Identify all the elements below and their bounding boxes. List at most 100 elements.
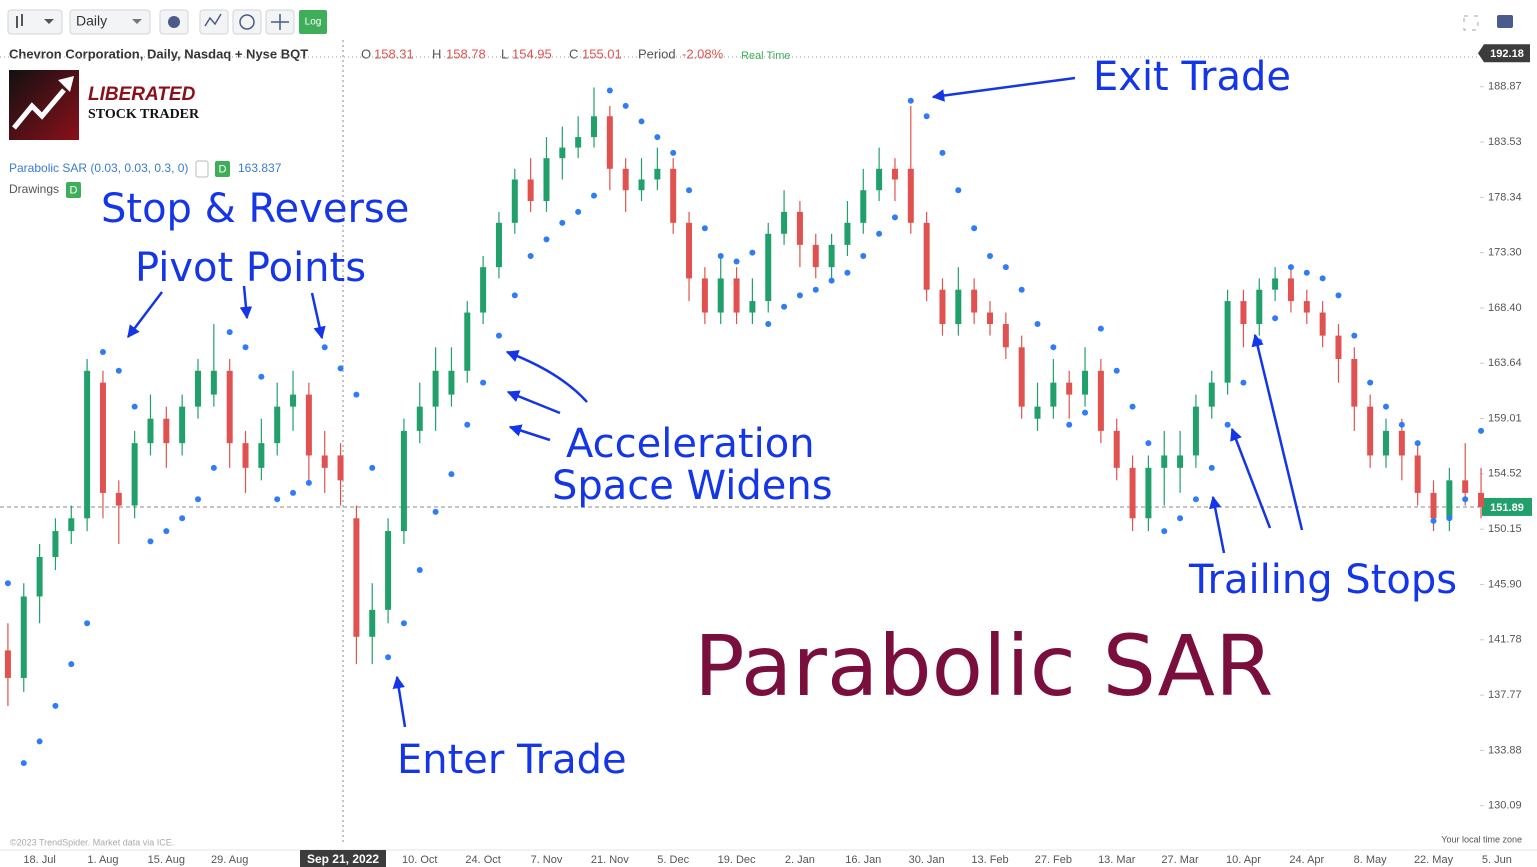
- interval-select[interactable]: [69, 9, 151, 35]
- ohlc-value: 158.78: [446, 46, 486, 61]
- icon: [44, 19, 54, 24]
- sar-dot: [796, 292, 803, 299]
- big-title: Parabolic SAR: [694, 617, 1273, 715]
- icon: [16, 14, 23, 28]
- y-tick-label: 168.40: [1488, 302, 1522, 314]
- candle-body: [99, 382, 106, 493]
- sar-dot: [131, 403, 138, 410]
- x-tick-label: 24. Oct: [465, 854, 500, 866]
- x-tick-label: 10. Oct: [402, 854, 437, 866]
- candle-body: [337, 455, 344, 481]
- ohlc-value: 154.95: [512, 46, 552, 61]
- annotation: Stop & Reverse: [101, 186, 409, 232]
- candle-body: [907, 168, 914, 223]
- sar-dot: [99, 348, 106, 355]
- y-tick-label: 188.87: [1488, 81, 1522, 93]
- credit: ©2023 TrendSpider. Market data via ICE.: [10, 837, 174, 847]
- candle-body: [1303, 301, 1310, 313]
- sar-dot: [52, 702, 59, 709]
- candle-body: [20, 596, 27, 678]
- candle-body: [4, 650, 11, 678]
- y-tick-label: 159.01: [1488, 413, 1522, 425]
- sar-dot: [987, 252, 993, 259]
- arrow: [1230, 427, 1272, 529]
- candle-body: [147, 418, 154, 444]
- candle-body: [495, 222, 502, 268]
- sar-dot: [1050, 344, 1057, 351]
- x-tick-label: 27. Feb: [1035, 854, 1072, 866]
- candle-body: [1414, 455, 1421, 493]
- icon: [204, 13, 222, 27]
- fullscreen-button[interactable]: [1463, 15, 1479, 31]
- badge[interactable]: [215, 161, 230, 177]
- sar-dot: [907, 97, 914, 104]
- candle-body: [1082, 370, 1089, 395]
- logo-text: LIBERATED: [88, 84, 196, 105]
- candle-body: [1192, 406, 1199, 456]
- camera-button[interactable]: [1497, 15, 1513, 28]
- sar-dot: [1066, 421, 1073, 428]
- x-tick-label: 15. Aug: [148, 854, 185, 866]
- candle-body: [733, 278, 740, 313]
- x-tick-label: 27. Mar: [1161, 854, 1199, 866]
- sar-dot: [1303, 269, 1310, 276]
- time-button[interactable]: [232, 9, 262, 35]
- log-button[interactable]: [299, 10, 327, 34]
- sar-dot: [400, 620, 407, 627]
- y-tick-label: 150.15: [1488, 523, 1522, 535]
- sar-dot: [1240, 379, 1247, 386]
- candle-body: [1224, 301, 1231, 383]
- indicator-value: 163.837: [238, 161, 282, 175]
- sar-dot: [765, 321, 772, 328]
- indicator-name[interactable]: Parabolic SAR (0.03, 0.03, 0.3, 0): [9, 161, 188, 175]
- candle-body: [527, 179, 534, 202]
- sar-dot: [527, 252, 534, 259]
- price-tag: [1482, 497, 1532, 516]
- candle-body: [971, 289, 978, 313]
- sar-dot: [1478, 427, 1485, 434]
- sar-dot: [242, 344, 249, 351]
- y-tick-label: 141.78: [1488, 634, 1522, 646]
- candle-body: [1398, 430, 1405, 456]
- candle-body: [290, 394, 297, 407]
- menu-button[interactable]: [195, 160, 209, 178]
- x-tick-label: 22. May: [1414, 854, 1454, 866]
- candle-body: [131, 443, 138, 506]
- header: Chevron Corporation, Daily, Nasdaq + Nys…: [9, 46, 791, 61]
- candle-body: [1018, 347, 1025, 407]
- sar-dot: [274, 496, 281, 503]
- candle-body: [1462, 480, 1469, 493]
- x-tick-label: 13. Feb: [971, 854, 1008, 866]
- sar-dot: [670, 149, 677, 156]
- candle-body: [1066, 382, 1073, 395]
- candle-body: [670, 168, 677, 223]
- sar-dot: [353, 391, 360, 398]
- candle-body: [812, 244, 819, 268]
- sar-dot: [448, 471, 455, 478]
- candle-body: [210, 370, 217, 395]
- badge[interactable]: [66, 182, 81, 198]
- sar-dot: [876, 230, 883, 237]
- sar-dot: [226, 329, 233, 336]
- sar-dot: [1097, 325, 1104, 332]
- price-tag-label: 151.89: [1490, 502, 1524, 514]
- sar-dot: [4, 580, 11, 587]
- sar-dot: [638, 118, 645, 125]
- ohlc-label: H: [432, 46, 441, 61]
- sar-dot: [1319, 275, 1326, 282]
- y-tick-label: 154.52: [1488, 468, 1522, 480]
- candle-body: [828, 244, 835, 268]
- sar-dot: [290, 489, 297, 496]
- sar-dot: [1145, 440, 1152, 447]
- candle-body: [891, 168, 898, 180]
- candle-body: [606, 116, 613, 169]
- candle-body: [511, 179, 518, 223]
- logo-arrow-head: [58, 76, 74, 92]
- candle-body: [179, 406, 186, 444]
- candle-body: [765, 233, 772, 302]
- sar-dot: [36, 738, 43, 745]
- arrow: [239, 285, 253, 320]
- candle-body: [1367, 406, 1374, 456]
- x-tick-label: 1. Aug: [87, 854, 118, 866]
- sar-dot: [1414, 440, 1421, 447]
